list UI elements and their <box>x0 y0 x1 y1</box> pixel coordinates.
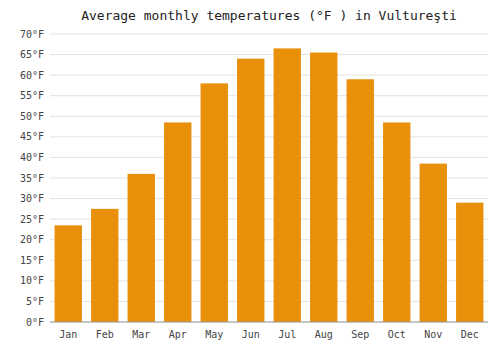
bar <box>310 53 337 322</box>
bar <box>91 209 118 322</box>
x-tick-label: Sep <box>351 329 369 340</box>
x-tick-label: Nov <box>424 329 442 340</box>
title: Average monthly temperatures (°F ) in Vu… <box>81 8 457 23</box>
bars <box>55 48 484 322</box>
x-axis: Jan Feb Mar Apr May Jun Jul Aug Sep Oct Nov Dec <box>59 329 479 340</box>
bar <box>201 83 228 322</box>
bar <box>383 122 410 322</box>
y-tick-label: 5°F <box>26 296 44 307</box>
grid-line <box>50 157 488 158</box>
grid-line <box>50 34 488 35</box>
bar <box>420 164 447 322</box>
chart: Average monthly temperatures (°F ) in Vu… <box>0 0 500 350</box>
bar <box>347 79 374 322</box>
y-tick-label: 40°F <box>20 152 44 163</box>
x-tick-label: Apr <box>169 329 187 340</box>
grid-line <box>50 322 488 323</box>
y-tick-label: 35°F <box>20 173 44 184</box>
y-tick-label: 70°F <box>20 29 44 40</box>
grid-line <box>50 95 488 96</box>
y-tick-label: 20°F <box>20 234 44 245</box>
y-tick-label: 25°F <box>20 214 44 225</box>
y-tick-label: 60°F <box>20 70 44 81</box>
x-tick-label: Jun <box>242 329 260 340</box>
x-tick-label: Oct <box>388 329 406 340</box>
x-tick-label: Jul <box>278 329 296 340</box>
bar <box>128 174 155 322</box>
x-tick-label: Dec <box>461 329 479 340</box>
bar <box>164 122 191 322</box>
grid-line <box>50 75 488 76</box>
bar <box>237 59 264 322</box>
y-tick-label: 55°F <box>20 90 44 101</box>
x-tick-label: Aug <box>315 329 333 340</box>
y-tick-label: 0°F <box>26 317 44 328</box>
x-tick-label: Feb <box>96 329 114 340</box>
y-axis: 0°F 5°F 10°F 15°F 20°F 25°F 30°F 35°F 40°F 45°F 50… <box>20 29 488 328</box>
grid-line <box>50 54 488 55</box>
grid-line <box>50 136 488 137</box>
bar <box>274 48 301 322</box>
chart-container: Average monthly temperatures (°F ) in Vu… <box>0 0 500 350</box>
x-tick-label: Jan <box>59 329 77 340</box>
y-tick-label: 10°F <box>20 275 44 286</box>
y-tick-label: 30°F <box>20 193 44 204</box>
y-tick-label: 15°F <box>20 255 44 266</box>
grid-line <box>50 116 488 117</box>
bar <box>55 225 82 322</box>
x-axis-line <box>50 322 488 323</box>
x-tick-label: Mar <box>132 329 150 340</box>
y-tick-label: 50°F <box>20 111 44 122</box>
bar <box>456 203 483 322</box>
y-tick-label: 65°F <box>20 49 44 60</box>
y-tick-label: 45°F <box>20 131 44 142</box>
x-tick-label: May <box>205 329 223 340</box>
